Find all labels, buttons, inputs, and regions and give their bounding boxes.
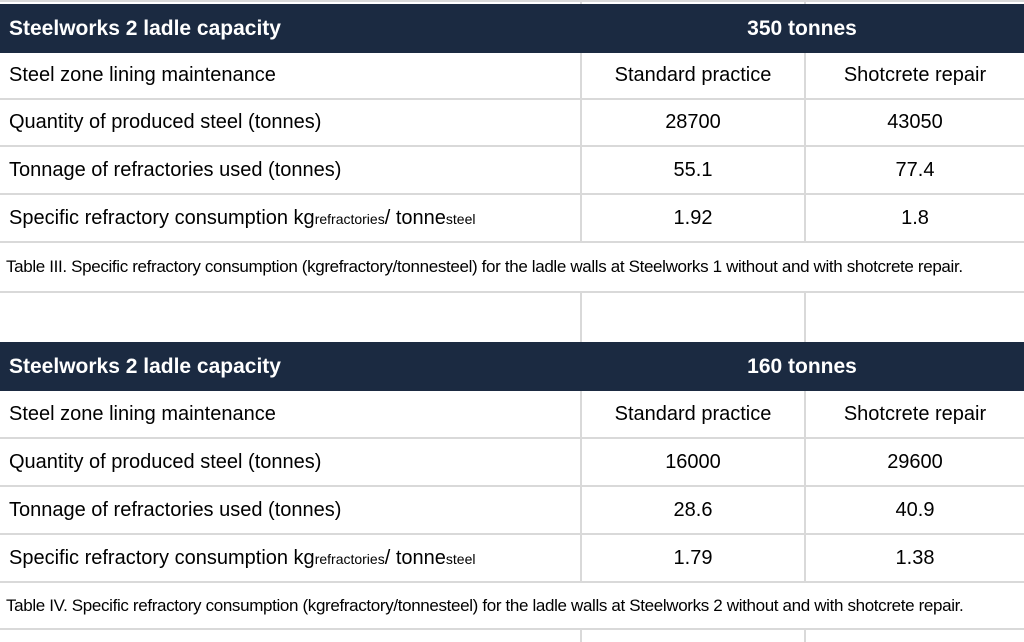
- value-cell[interactable]: 77.4: [804, 147, 1024, 193]
- column-header-standard: Standard practice: [614, 402, 772, 425]
- table2-colheader-label-cell[interactable]: Steel zone lining maintenance: [0, 391, 580, 437]
- table2-row-specific-consumption: Specific refractory consumption kg refrac…: [0, 535, 1024, 583]
- value-cell[interactable]: 1.79: [580, 535, 804, 581]
- table1-colheader-shotcrete-cell[interactable]: Shotcrete repair: [804, 53, 1024, 98]
- value-shotcrete: 40.9: [895, 498, 935, 521]
- row-label: Quantity of produced steel (tonnes): [9, 111, 322, 133]
- table1-colheader-label-cell[interactable]: Steel zone lining maintenance: [0, 53, 580, 98]
- table2-caption-row[interactable]: Table IV. Specific refractory consumptio…: [0, 583, 1024, 630]
- empty-cell[interactable]: [0, 630, 580, 642]
- column-header-shotcrete: Shotcrete repair: [843, 402, 987, 425]
- row-label: Specific refractory consumption kg: [9, 546, 315, 569]
- column-header-label: Steel zone lining maintenance: [9, 402, 276, 425]
- table2-title-cell[interactable]: Steelworks 2 ladle capacity: [0, 342, 580, 391]
- column-header-shotcrete: Shotcrete repair: [843, 64, 987, 86]
- column-header-label: Steel zone lining maintenance: [9, 64, 276, 86]
- row-label: Quantity of produced steel (tonnes): [9, 450, 322, 473]
- table2-colheader-shotcrete-cell[interactable]: Shotcrete repair: [804, 391, 1024, 437]
- grid-row-empty-spacer: [0, 293, 1024, 342]
- row-label: Specific refractory consumption kg: [9, 206, 315, 229]
- row-label-cell[interactable]: Quantity of produced steel (tonnes): [0, 100, 580, 145]
- row-label: Tonnage of refractories used (tonnes): [9, 498, 342, 521]
- table2-capacity-cell[interactable]: 160 tonnes: [580, 342, 1024, 391]
- table1-row-quantity: Quantity of produced steel (tonnes) 2870…: [0, 100, 1024, 147]
- value-cell[interactable]: 55.1: [580, 147, 804, 193]
- table1-row-tonnage: Tonnage of refractories used (tonnes) 55…: [0, 147, 1024, 195]
- empty-cell[interactable]: [0, 293, 580, 342]
- empty-cell[interactable]: [580, 293, 804, 342]
- empty-cell[interactable]: [804, 630, 1024, 642]
- value-shotcrete: 43050: [887, 111, 943, 133]
- table2-caption: Table IV. Specific refractory consumptio…: [6, 595, 964, 615]
- table2-header-row: Steelworks 2 ladle capacity 160 tonnes: [0, 342, 1024, 391]
- row-label-subscript: refractories: [314, 551, 385, 567]
- value-shotcrete: 29600: [887, 450, 943, 473]
- value-cell[interactable]: 28.6: [580, 487, 804, 533]
- value-shotcrete: 1.8: [901, 206, 929, 229]
- row-label-cell[interactable]: Quantity of produced steel (tonnes): [0, 439, 580, 485]
- value-standard: 16000: [665, 450, 721, 473]
- empty-cell[interactable]: [580, 2, 804, 4]
- value-standard: 28.6: [673, 498, 713, 521]
- table1-title: Steelworks 2 ladle capacity: [9, 16, 281, 40]
- value-shotcrete: 77.4: [895, 158, 935, 181]
- grid-row-empty-bottom: [0, 630, 1024, 642]
- table1-caption-row[interactable]: Table III. Specific refractory consumpti…: [0, 243, 1024, 293]
- row-label-cell[interactable]: Specific refractory consumption kg refrac…: [0, 195, 580, 241]
- value-cell[interactable]: 16000: [580, 439, 804, 485]
- row-label: / tonne: [384, 546, 446, 569]
- value-standard: 28700: [665, 111, 721, 133]
- table2-capacity: 160 tonnes: [747, 354, 857, 378]
- row-label-cell[interactable]: Tonnage of refractories used (tonnes): [0, 487, 580, 533]
- row-label: / tonne: [384, 206, 446, 229]
- value-cell[interactable]: 28700: [580, 100, 804, 145]
- value-cell[interactable]: 1.92: [580, 195, 804, 241]
- value-cell[interactable]: 1.8: [804, 195, 1024, 241]
- table1-column-header-row: Steel zone lining maintenance Standard p…: [0, 53, 1024, 100]
- table2-title: Steelworks 2 ladle capacity: [9, 354, 281, 378]
- value-cell[interactable]: 40.9: [804, 487, 1024, 533]
- table2-row-quantity: Quantity of produced steel (tonnes) 1600…: [0, 439, 1024, 487]
- table1-capacity-cell[interactable]: 350 tonnes: [580, 4, 1024, 53]
- value-standard: 55.1: [673, 158, 713, 181]
- row-label-subscript: steel: [445, 211, 476, 227]
- empty-cell[interactable]: [580, 630, 804, 642]
- value-cell[interactable]: 1.38: [804, 535, 1024, 581]
- column-header-standard: Standard practice: [614, 64, 772, 86]
- row-label: Tonnage of refractories used (tonnes): [9, 158, 342, 181]
- table1-colheader-standard-cell[interactable]: Standard practice: [580, 53, 804, 98]
- table1-row-specific-consumption: Specific refractory consumption kg refrac…: [0, 195, 1024, 243]
- empty-cell[interactable]: [804, 293, 1024, 342]
- row-label-subscript: steel: [445, 551, 476, 567]
- empty-cell[interactable]: [804, 2, 1024, 4]
- value-standard: 1.79: [673, 546, 713, 569]
- value-shotcrete: 1.38: [895, 546, 935, 569]
- table2-column-header-row: Steel zone lining maintenance Standard p…: [0, 391, 1024, 439]
- value-cell[interactable]: 43050: [804, 100, 1024, 145]
- table1-caption: Table III. Specific refractory consumpti…: [6, 257, 963, 276]
- value-standard: 1.92: [673, 206, 713, 229]
- table2-colheader-standard-cell[interactable]: Standard practice: [580, 391, 804, 437]
- row-label-cell[interactable]: Tonnage of refractories used (tonnes): [0, 147, 580, 193]
- value-cell[interactable]: 29600: [804, 439, 1024, 485]
- table2-row-tonnage: Tonnage of refractories used (tonnes) 28…: [0, 487, 1024, 535]
- row-label-subscript: refractories: [314, 211, 385, 227]
- table1-title-cell[interactable]: Steelworks 2 ladle capacity: [0, 4, 580, 53]
- table1-header-row: Steelworks 2 ladle capacity 350 tonnes: [0, 4, 1024, 53]
- grid-row-empty-top: [0, 0, 1024, 4]
- table1-capacity: 350 tonnes: [747, 16, 857, 40]
- row-label-cell[interactable]: Specific refractory consumption kg refrac…: [0, 535, 580, 581]
